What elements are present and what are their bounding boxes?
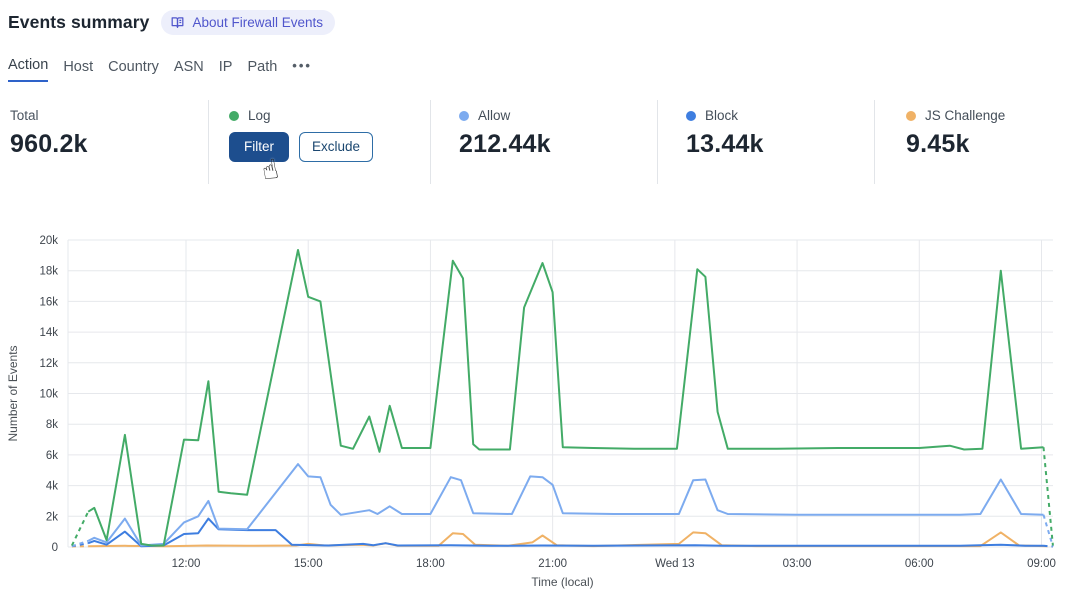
x-tick-label: 21:00 (538, 558, 567, 570)
allow-series-dot (459, 110, 469, 121)
log-series-dot (229, 110, 239, 121)
x-tick-label: Wed 13 (655, 558, 694, 570)
stat-block[interactable]: Block 13.44k (657, 100, 874, 184)
series-js-challenge-line (88, 531, 1044, 548)
stat-js-challenge[interactable]: JS Challenge 9.45k (874, 100, 1068, 184)
y-tick-label: 4k (46, 481, 58, 493)
x-tick-label: 09:00 (1027, 558, 1056, 570)
panel-header: Events summary About Firewall Events (8, 10, 336, 35)
page-title: Events summary (8, 12, 150, 32)
stat-block-label: Block (705, 108, 739, 123)
series-log-line (87, 249, 1044, 547)
y-tick-label: 12k (39, 358, 58, 370)
y-tick-label: 0 (52, 542, 58, 554)
tab-ip[interactable]: IP (218, 59, 233, 75)
y-tick-label: 18k (39, 266, 58, 278)
y-tick-label: 2k (46, 511, 58, 523)
series-allow-line (87, 463, 1044, 547)
events-timeseries-chart[interactable]: 0 2k 4k 6k 8k 10k 12k 14k 16k 18k 20k 12:00 15:00 18:… (0, 228, 1068, 598)
y-tick-label: 8k (46, 419, 58, 431)
log-legend-row[interactable]: Log (229, 108, 430, 123)
stats-row: Total 960.2k Log Filter Exclude Allow 21… (0, 100, 1068, 184)
x-tick-label: 15:00 (294, 558, 323, 570)
series-log-tail-dash (1042, 447, 1054, 546)
x-axis-title: Time (local) (531, 575, 593, 589)
x-tick-label: 06:00 (905, 558, 934, 570)
summary-dimension-tabs: Action Host Country ASN IP Path ••• (8, 57, 312, 82)
stat-total-label: Total (10, 108, 39, 123)
x-tick-label: 12:00 (172, 558, 201, 570)
stat-allow[interactable]: Allow 212.44k (430, 100, 657, 184)
stat-allow-value: 212.44k (459, 130, 551, 158)
y-tick-label: 14k (39, 327, 58, 339)
series-block-line (87, 517, 1044, 548)
stat-js-challenge-value: 9.45k (906, 130, 970, 158)
series-log-lead-dash (70, 511, 90, 546)
tab-asn[interactable]: ASN (173, 59, 204, 75)
stat-total-value: 960.2k (10, 130, 88, 158)
tab-path[interactable]: Path (247, 59, 278, 75)
stat-js-challenge-label: JS Challenge (925, 108, 1006, 123)
stat-allow-label: Allow (478, 108, 511, 123)
exclude-button[interactable]: Exclude (299, 132, 374, 162)
y-tick-label: 10k (39, 389, 58, 401)
series-allow-lead-dash (71, 539, 89, 548)
block-series-dot (686, 110, 696, 121)
x-tick-label: 18:00 (416, 558, 445, 570)
y-tick-label: 6k (46, 450, 58, 462)
js-challenge-series-dot (906, 110, 916, 121)
log-hover-actions: Filter Exclude (229, 132, 430, 162)
stat-log-label: Log (248, 108, 271, 123)
y-tick-label: 16k (39, 296, 58, 308)
y-tick-label: 20k (39, 235, 58, 247)
stat-block-value: 13.44k (686, 130, 764, 158)
stat-log[interactable]: Log Filter Exclude (208, 100, 430, 184)
tab-action[interactable]: Action (8, 57, 49, 82)
tab-country[interactable]: Country (108, 59, 159, 75)
series-allow-tail-dash (1042, 514, 1054, 547)
stat-total: Total 960.2k (0, 100, 208, 184)
x-tick-label: 03:00 (783, 558, 812, 570)
y-axis-title: Number of Events (6, 345, 20, 441)
filter-button[interactable]: Filter (229, 132, 289, 162)
tab-host[interactable]: Host (63, 59, 94, 75)
open-book-icon (170, 15, 185, 30)
ellipsis-icon: ••• (292, 58, 312, 73)
about-firewall-events-label: About Firewall Events (192, 15, 324, 30)
more-tabs-button[interactable]: ••• (292, 58, 312, 82)
block-legend-row[interactable]: Block (686, 108, 874, 123)
js-challenge-legend-row[interactable]: JS Challenge (906, 108, 1068, 123)
allow-legend-row[interactable]: Allow (459, 108, 657, 123)
series-block-tail-dash (1043, 544, 1053, 548)
about-firewall-events-link[interactable]: About Firewall Events (161, 10, 336, 35)
